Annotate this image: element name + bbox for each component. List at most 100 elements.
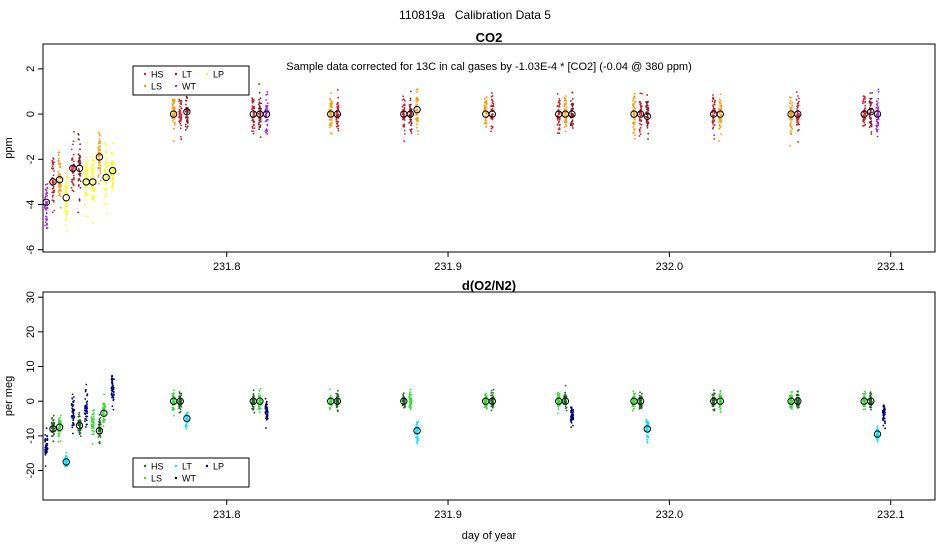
o2n2-data-point (93, 430, 95, 433)
o2n2-data-point (409, 388, 412, 391)
co2-data-point (711, 100, 714, 103)
o2n2-data-point (485, 395, 488, 397)
co2-data-point (104, 196, 107, 198)
co2-data-point (790, 114, 793, 117)
co2-data-point (877, 115, 880, 117)
co2-data-point (51, 182, 54, 184)
o2n2-data-point (51, 430, 54, 432)
co2-data-point (713, 138, 716, 140)
co2-data-point (105, 160, 108, 163)
o2n2-data-point (870, 393, 873, 395)
o2n2-data-point (84, 418, 86, 420)
o2n2-data-point (719, 389, 722, 392)
o2n2-data-point (335, 402, 338, 404)
co2-data-point (44, 206, 46, 209)
o2n2-data-point (557, 412, 559, 415)
co2-data-point (864, 105, 867, 107)
o2n2-data-point (86, 410, 89, 413)
co2-data-point (171, 107, 174, 110)
co2-data-point (877, 97, 880, 100)
o2n2-data-point (85, 401, 88, 404)
co2-data-point (565, 95, 567, 97)
co2-data-point (260, 107, 262, 110)
o2n2-data-point (185, 428, 188, 430)
o2n2-data-point (259, 411, 261, 414)
co2-data-point (60, 177, 62, 180)
o2n2-data-point (565, 409, 568, 412)
o2n2-data-point (719, 404, 721, 407)
co2-data-point (558, 99, 561, 102)
co2-data-point (862, 111, 865, 114)
co2-data-point (712, 108, 715, 111)
co2-data-point (72, 143, 74, 146)
co2-data-point (179, 119, 182, 121)
co2-data-point (713, 103, 715, 106)
co2-data-point (66, 209, 69, 212)
o2n2-data-point (564, 401, 566, 404)
o2n2-data-point (646, 440, 648, 443)
co2-data-point (184, 129, 187, 131)
co2-data-point (251, 119, 254, 122)
co2-mean-marker (102, 173, 110, 182)
o2n2-data-point (93, 424, 95, 426)
co2-data-point (863, 124, 866, 127)
o2n2-data-point (862, 392, 865, 395)
co2-data-point (875, 114, 878, 117)
o2n2-data-point (870, 404, 872, 407)
co2-data-point (106, 169, 108, 172)
o2n2-data-point (110, 377, 113, 380)
o2n2-data-point (51, 422, 53, 424)
o2n2-data-point (102, 420, 104, 422)
co2-data-point (64, 200, 66, 203)
co2-data-point (337, 127, 339, 130)
o2n2-data-point (180, 394, 183, 396)
co2-data-point (869, 92, 872, 94)
o2n2-data-point (638, 394, 641, 397)
co2-data-point (875, 100, 878, 103)
co2-data-point (417, 133, 419, 136)
o2n2-data-point (796, 405, 798, 408)
o2n2-data-point (92, 415, 95, 418)
co2-data-point (403, 104, 406, 107)
co2-data-point (57, 154, 60, 157)
co2-x-tick-label: 232.1 (877, 261, 905, 273)
co2-data-point (402, 95, 405, 98)
co2-data-point (258, 119, 261, 122)
o2n2-data-point (401, 404, 404, 407)
co2-data-point (791, 101, 793, 104)
co2-data-point (78, 154, 81, 157)
o2n2-data-point (84, 405, 87, 407)
co2-data-point (59, 188, 61, 191)
o2n2-mean-marker (413, 427, 421, 435)
co2-data-point (639, 92, 642, 95)
co2-data-point (79, 180, 82, 183)
co2-data-point (335, 118, 338, 121)
co2-data-point (571, 124, 574, 127)
co2-data-point (483, 101, 486, 104)
co2-data-point (52, 185, 55, 188)
co2-y-tick-label: -2 (25, 154, 37, 164)
co2-data-point (415, 96, 418, 99)
co2-y-axis: -6 -4 -2 0 2 (25, 66, 43, 255)
co2-data-point (409, 97, 412, 100)
o2n2-data-point (102, 412, 105, 414)
o2n2-mean-marker (488, 397, 496, 405)
o2n2-data-point (646, 442, 649, 444)
co2-data-point (85, 192, 88, 195)
co2-data-point (53, 209, 56, 212)
co2-data-point (719, 119, 722, 122)
o2n2-data-point (402, 393, 404, 396)
o2n2-data-point (645, 429, 647, 432)
o2n2-data-point (65, 455, 68, 458)
co2-data-point (410, 118, 413, 121)
o2n2-data-point (564, 393, 567, 396)
co2-data-point (172, 99, 175, 101)
co2-data-point (257, 107, 260, 110)
o2n2-data-point (84, 409, 86, 412)
co2-data-point (106, 165, 109, 168)
co2-data-point (789, 144, 791, 147)
o2n2-data-point (172, 402, 175, 404)
o2n2-data-point (492, 396, 495, 398)
o2n2-data-point (173, 407, 175, 410)
o2n2-data-point (70, 403, 73, 405)
